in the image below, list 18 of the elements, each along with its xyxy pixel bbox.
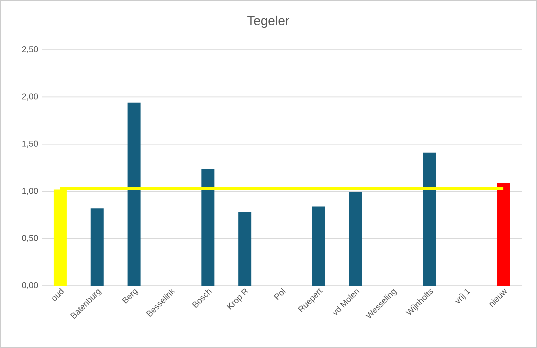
x-tick-label: oud	[52, 288, 64, 302]
bar	[312, 206, 326, 286]
y-tick-label: 1,00	[22, 188, 38, 196]
x-tick-label: Pol	[274, 288, 286, 300]
bar	[202, 168, 215, 286]
bar	[90, 208, 104, 286]
x-tick-label: vrij 1	[455, 289, 471, 304]
y-tick-label: 0,50	[22, 235, 38, 242]
y-tick-label: 2,50	[22, 46, 38, 54]
bar	[128, 102, 141, 286]
chart-title: Tegeler	[248, 16, 290, 28]
bar	[497, 183, 510, 286]
y-tick-label: 2,00	[22, 94, 38, 101]
y-tick-label: 0,00	[22, 282, 38, 290]
bar	[423, 152, 436, 286]
bar	[238, 212, 252, 286]
y-tick-label: 1,50	[22, 140, 38, 148]
bar	[349, 192, 362, 286]
